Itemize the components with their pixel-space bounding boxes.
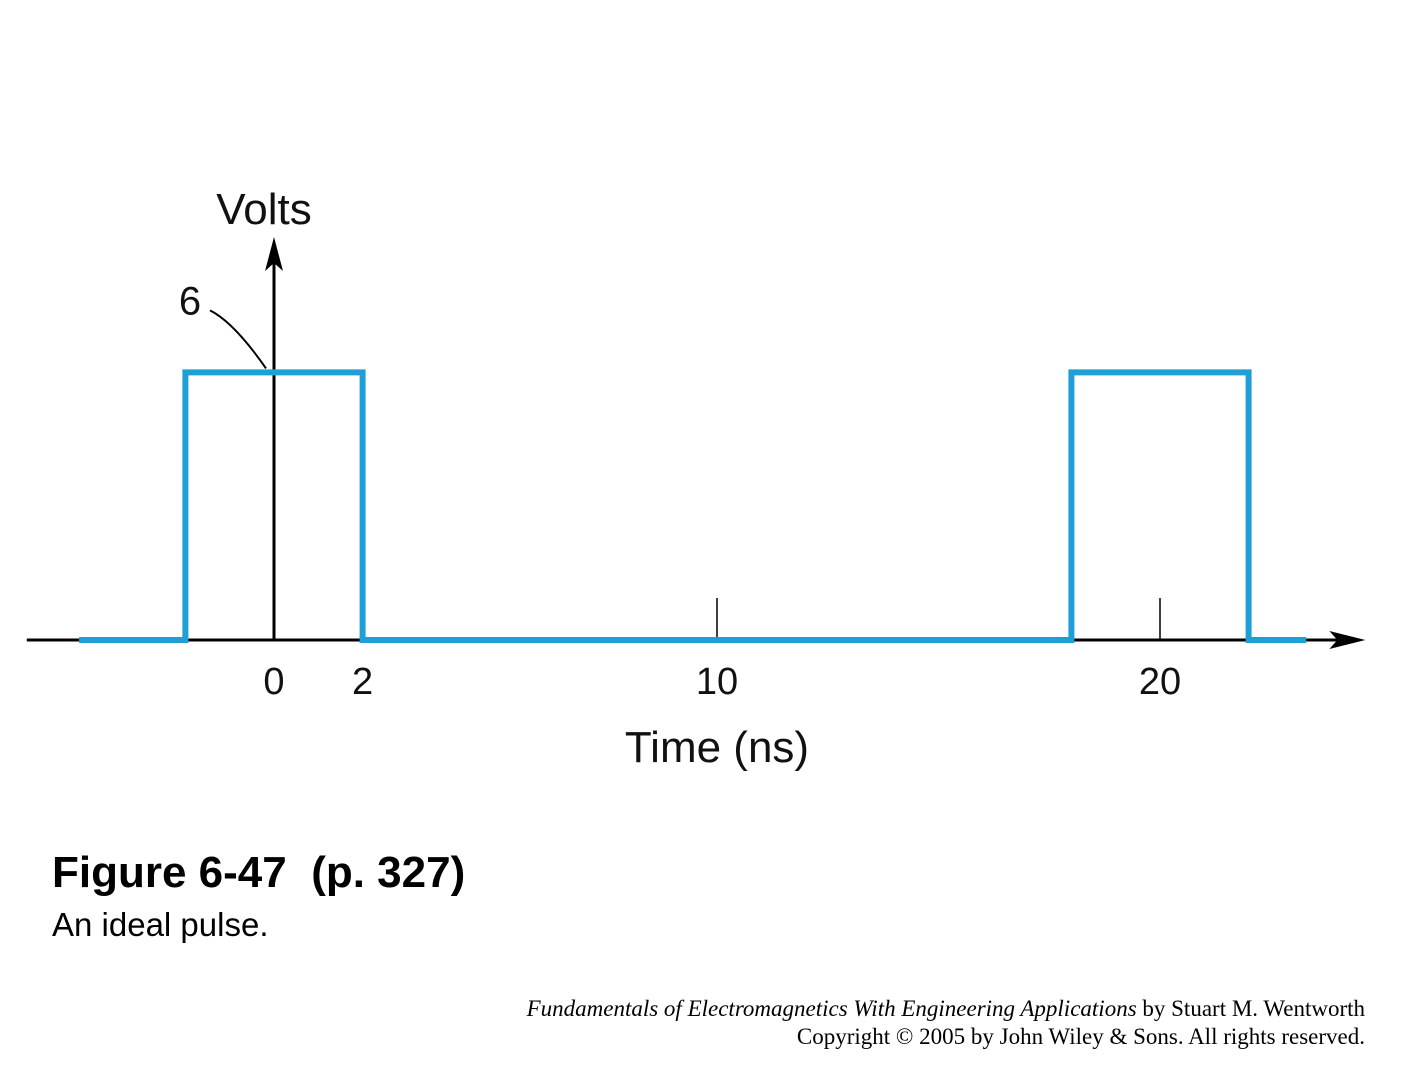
x-axis-ticks: 0 2 10 20 [263,598,1181,703]
x-axis-label: Time (ns) [625,723,809,772]
chart-series [79,369,1307,643]
book-author: by Stuart M. Wentworth [1136,996,1365,1021]
chart-axes [26,237,1366,649]
x-axis-arrow [1329,631,1366,649]
copyright-notice: Copyright © 2005 by John Wiley & Sons. A… [796,1024,1365,1049]
x-tick-label-20: 20 [1139,661,1181,703]
annotation-label: 6 [179,279,201,323]
x-tick-label-0: 0 [263,661,284,703]
y-axis-arrow [265,237,283,272]
pulse-chart: 0 2 10 20 Time (ns) Volts 6 [26,185,1366,772]
x-tick-label-10: 10 [696,661,738,703]
chart-labels: Time (ns) Volts 6 [179,185,809,772]
x-tick-label-2: 2 [352,661,373,703]
book-credit: Fundamentals of Electromagnetics With En… [527,996,1365,1022]
figure-title: Figure 6-47 (p. 327) [52,848,466,897]
annotation-leader-line [209,309,267,369]
pulse-series-line [79,369,1307,643]
figure-caption: An ideal pulse. [52,906,269,943]
book-title: Fundamentals of Electromagnetics With En… [526,996,1137,1021]
y-axis-label: Volts [216,185,311,234]
